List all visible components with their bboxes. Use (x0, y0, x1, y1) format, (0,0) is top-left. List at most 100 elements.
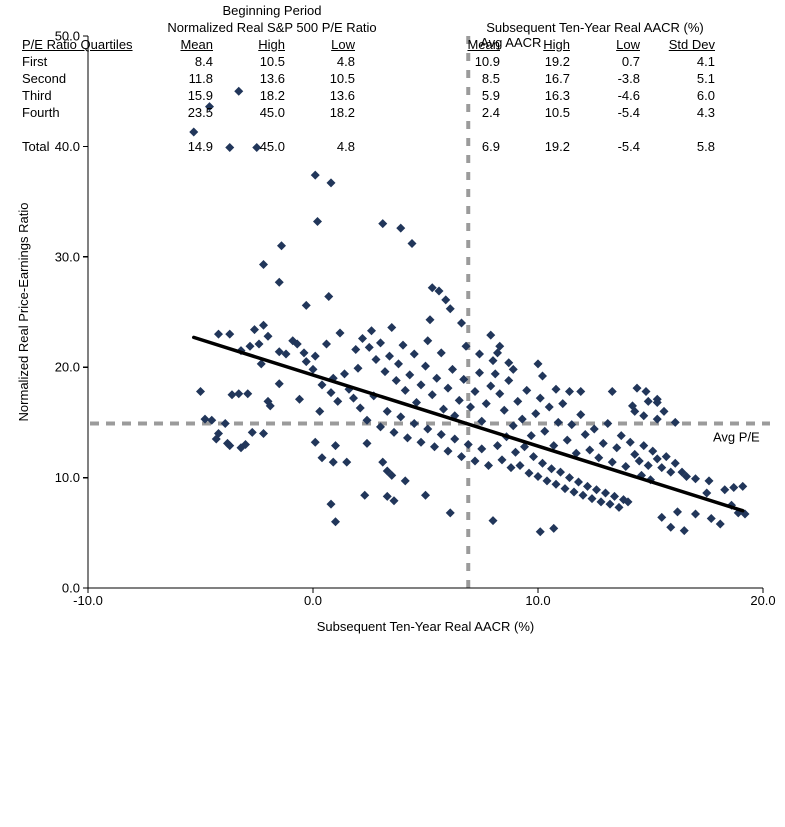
data-point-marker (256, 359, 266, 369)
data-point-marker (351, 345, 361, 355)
data-point-marker (621, 462, 631, 472)
reference-lines (90, 36, 770, 588)
data-point-marker (443, 383, 453, 393)
x-tick-label: 0.0 (304, 593, 322, 608)
data-point-marker (225, 441, 235, 451)
data-point-marker (670, 417, 680, 427)
data-point-marker (241, 439, 250, 449)
data-point-marker (445, 304, 455, 314)
data-point-marker (416, 380, 426, 390)
data-point-marker (450, 434, 460, 444)
data-point-marker (243, 389, 253, 399)
data-point-marker (457, 318, 466, 328)
data-point-marker (448, 364, 457, 374)
data-point-marker (504, 358, 514, 368)
table-cell: 16.3 (544, 88, 570, 103)
trend-line (192, 335, 745, 513)
tick-labels: 0.010.020.030.040.050.0-10.0 0.0 10.0 20.0 (55, 29, 776, 609)
data-point-marker (274, 347, 284, 357)
data-point-marker (461, 341, 471, 351)
data-point-marker (571, 448, 581, 458)
data-point-marker (225, 329, 235, 339)
data-point-marker (481, 399, 491, 409)
data-point-marker (542, 476, 552, 486)
data-point-marker (340, 369, 349, 379)
table-cell: 0.7 (621, 54, 640, 69)
table-cell: 16.7 (544, 71, 570, 86)
data-point-marker (234, 86, 244, 96)
data-point-marker (531, 409, 541, 419)
row-label-first: First (22, 54, 48, 69)
data-point-marker (576, 410, 586, 420)
y-tick-label: 0.0 (62, 581, 80, 596)
data-point-marker (405, 370, 415, 380)
data-point-marker (497, 455, 507, 465)
data-point-marker (389, 496, 399, 506)
data-point-marker (362, 415, 372, 425)
data-point-marker (358, 333, 367, 343)
data-point-marker (657, 512, 667, 522)
data-point-marker (522, 385, 532, 395)
table-cell: 5.8 (696, 139, 715, 154)
data-point-marker (679, 526, 689, 536)
data-point-marker (475, 349, 484, 359)
data-point-marker (247, 427, 257, 437)
data-point-marker (587, 494, 597, 504)
data-point-marker (515, 460, 525, 470)
data-point-marker (335, 328, 345, 338)
data-point-marker (605, 499, 615, 509)
table-cell: 8.5 (481, 71, 500, 86)
data-point-marker (643, 396, 653, 406)
table-spacer-row (22, 121, 715, 138)
table-cell: -5.4 (617, 139, 640, 154)
avg-aacr-label: Avg AACR (480, 35, 541, 50)
data-point-marker (538, 458, 547, 468)
data-point-marker (277, 241, 286, 251)
avg-pe-label: Avg P/E (713, 430, 760, 445)
data-point-marker (250, 325, 259, 335)
table-cell: 10.5 (544, 105, 570, 120)
data-point-marker (326, 388, 336, 398)
data-point-marker (486, 330, 496, 340)
table-cell: 2.4 (481, 105, 500, 120)
data-point-marker (265, 401, 275, 411)
data-point-marker (459, 374, 469, 384)
data-point-marker (396, 412, 406, 422)
data-point-marker (308, 364, 318, 374)
data-point-marker (551, 479, 561, 489)
stats-grid: P/E Ratio Quartiles Mean High Low Mean H… (22, 36, 715, 155)
data-point-marker (682, 471, 691, 481)
data-point-marker (475, 368, 484, 378)
table-cell: 45.0 (259, 105, 285, 120)
data-point-marker (355, 403, 365, 413)
data-point-marker (547, 464, 556, 474)
data-point-marker (367, 326, 376, 336)
table-cell: 13.6 (259, 71, 285, 86)
data-point-marker (263, 331, 273, 341)
data-point-marker (565, 386, 574, 396)
data-point-marker (207, 415, 217, 425)
data-point-marker (594, 453, 604, 463)
col-header-quartiles: P/E Ratio Quartiles (22, 37, 133, 52)
data-point-marker (436, 430, 446, 440)
data-point-marker (313, 216, 322, 226)
data-point-marker (513, 396, 523, 406)
data-point-marker (526, 431, 536, 441)
data-point-marker (551, 384, 561, 394)
y-tick-label: 40.0 (55, 139, 80, 154)
data-point-marker (639, 411, 649, 421)
x-axis-title: Subsequent Ten-Year Real AACR (%) (317, 619, 535, 634)
x-tick-label: 20.0 (750, 593, 775, 608)
data-point-marker (434, 286, 444, 296)
data-point-marker (598, 438, 608, 448)
data-point-marker (666, 522, 676, 532)
data-point-marker (378, 219, 388, 229)
data-point-marker (738, 481, 748, 491)
data-point-marker (457, 452, 466, 462)
data-point-marker (484, 460, 493, 470)
table-cell: 4.8 (336, 139, 355, 154)
data-point-marker (506, 463, 516, 473)
data-point-marker (196, 386, 205, 396)
row-label-fourth: Fourth (22, 105, 60, 120)
